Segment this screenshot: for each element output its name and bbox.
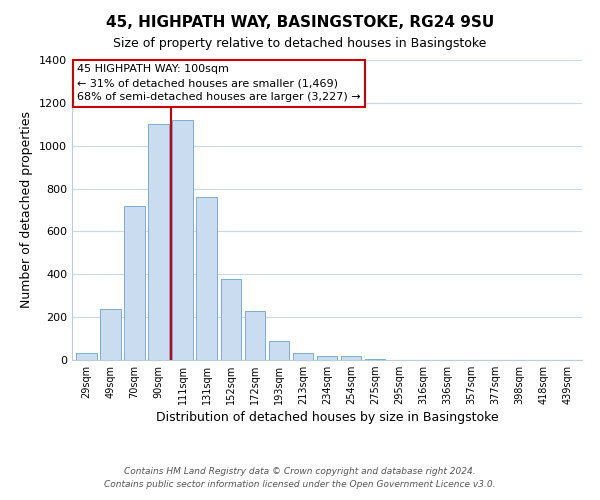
Y-axis label: Number of detached properties: Number of detached properties	[20, 112, 34, 308]
Bar	[221, 278, 241, 360]
Bar	[124, 206, 145, 360]
X-axis label: Distribution of detached houses by size in Basingstoke: Distribution of detached houses by size …	[155, 412, 499, 424]
Bar	[100, 308, 121, 360]
Bar	[269, 340, 289, 360]
Bar	[76, 352, 97, 360]
Text: Contains HM Land Registry data © Crown copyright and database right 2024.
Contai: Contains HM Land Registry data © Crown c…	[104, 468, 496, 489]
Bar	[341, 356, 361, 360]
Text: Size of property relative to detached houses in Basingstoke: Size of property relative to detached ho…	[113, 38, 487, 51]
Text: 45 HIGHPATH WAY: 100sqm
← 31% of detached houses are smaller (1,469)
68% of semi: 45 HIGHPATH WAY: 100sqm ← 31% of detache…	[77, 64, 361, 102]
Bar	[196, 197, 217, 360]
Bar	[317, 356, 337, 360]
Bar	[148, 124, 169, 360]
Bar	[365, 359, 385, 360]
Bar	[172, 120, 193, 360]
Bar	[293, 352, 313, 360]
Bar	[245, 310, 265, 360]
Text: 45, HIGHPATH WAY, BASINGSTOKE, RG24 9SU: 45, HIGHPATH WAY, BASINGSTOKE, RG24 9SU	[106, 15, 494, 30]
